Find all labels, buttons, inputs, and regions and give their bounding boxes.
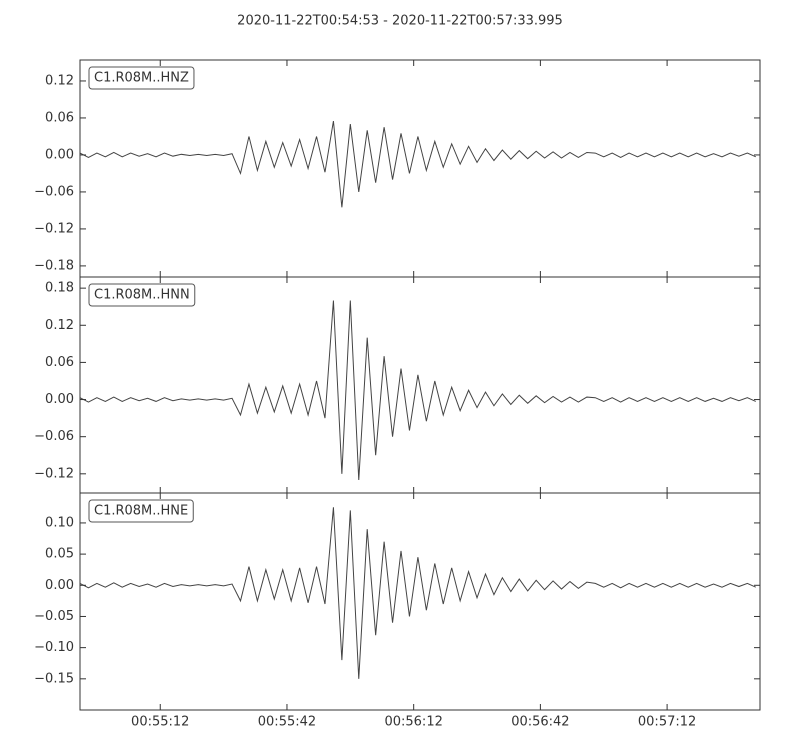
legend-label: C1.R08M..HNZ bbox=[94, 71, 189, 86]
y-tick-label: −0.18 bbox=[34, 258, 74, 273]
legend-box bbox=[88, 283, 196, 307]
x-tick-label: 00:55:12 bbox=[131, 715, 189, 730]
x-tick-label: 00:57:12 bbox=[638, 715, 696, 730]
y-tick-label: −0.10 bbox=[34, 640, 74, 655]
x-tick-label: 00:55:42 bbox=[258, 715, 316, 730]
y-tick-label: 0.12 bbox=[45, 318, 74, 333]
y-tick-label: −0.06 bbox=[34, 429, 74, 444]
y-tick-label: 0.05 bbox=[45, 547, 74, 562]
y-tick-label: −0.06 bbox=[34, 184, 74, 199]
y-tick-label: 0.00 bbox=[45, 147, 74, 162]
waveform bbox=[80, 120, 757, 208]
y-tick-label: 0.10 bbox=[45, 515, 74, 530]
panel-frame bbox=[79, 492, 761, 711]
y-tick-label: −0.12 bbox=[34, 466, 74, 481]
y-tick-label: 0.12 bbox=[45, 73, 74, 88]
legend-box bbox=[88, 499, 194, 523]
y-tick-label: 0.00 bbox=[45, 578, 74, 593]
y-tick-label: −0.15 bbox=[34, 671, 74, 686]
y-tick-label: 0.06 bbox=[45, 355, 74, 370]
y-tick-label: 0.06 bbox=[45, 110, 74, 125]
x-tick-label: 00:56:12 bbox=[384, 715, 442, 730]
waveform bbox=[80, 300, 757, 481]
x-tick-label: 00:56:42 bbox=[511, 715, 569, 730]
legend-label: C1.R08M..HNN bbox=[94, 288, 190, 303]
waveform bbox=[80, 507, 757, 679]
y-tick-label: −0.12 bbox=[34, 221, 74, 236]
legend-label: C1.R08M..HNE bbox=[94, 504, 188, 519]
chart-title: 2020-11-22T00:54:53 - 2020-11-22T00:57:3… bbox=[237, 14, 563, 29]
y-tick-label: 0.18 bbox=[45, 281, 74, 296]
y-tick-label: 0.00 bbox=[45, 392, 74, 407]
legend-box bbox=[88, 66, 195, 90]
panel-frame bbox=[79, 59, 761, 278]
y-tick-label: −0.05 bbox=[34, 609, 74, 624]
